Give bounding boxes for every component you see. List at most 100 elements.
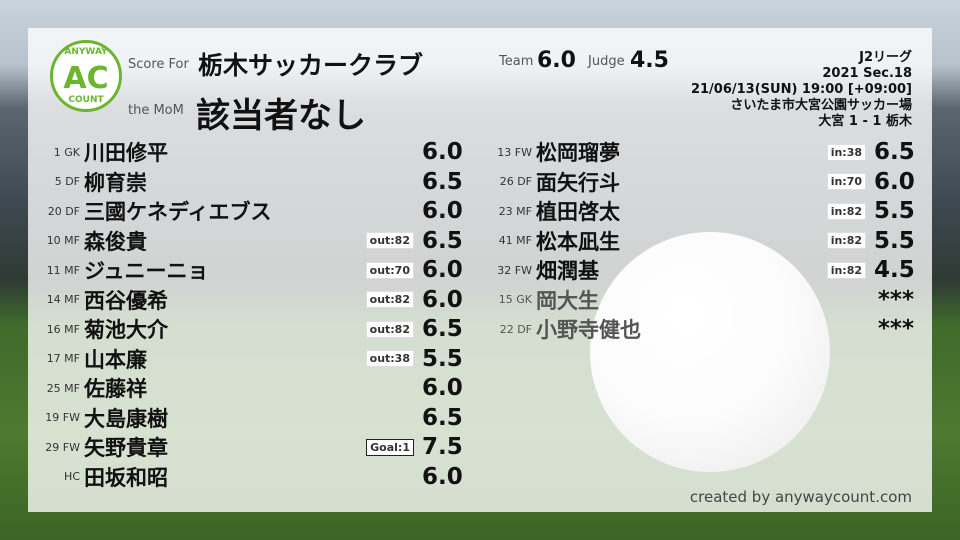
datetime: 21/06/13(SUN) 19:00 [+09:00] (690, 82, 912, 97)
player-number-position: 14 MF (46, 293, 80, 306)
player-score: 6.0 (422, 286, 463, 313)
player-row: 10 MF 森俊貴 out:82 6.5 (28, 227, 463, 255)
player-number-position: 32 FW (497, 263, 532, 277)
player-name: 面矢行斗 (536, 170, 620, 195)
player-name: 柳育崇 (84, 170, 147, 195)
player-badge: in:70 (826, 173, 866, 190)
result: 大宮 1 - 1 栃木 (818, 114, 912, 129)
team-label: Team (499, 54, 534, 69)
player-badge: out:82 (365, 291, 414, 308)
mom-name: 該当者なし (196, 96, 366, 136)
player-name: 西谷優希 (84, 288, 168, 313)
score-for-label: Score For (128, 57, 189, 72)
player-name: 森俊貴 (84, 229, 147, 254)
player-name: 松本凪生 (536, 229, 620, 254)
player-row: 5 DF 柳育崇 6.5 (28, 168, 463, 196)
player-row: 13 FW 松岡瑠夢 in:38 6.5 (480, 138, 914, 166)
player-name: 川田修平 (84, 141, 168, 165)
player-number-position: 23 MF (498, 204, 532, 218)
player-score: 6.0 (422, 139, 463, 165)
player-number-position: 15 GK (498, 293, 532, 306)
player-name: 三國ケネディエブス (84, 200, 272, 224)
player-number-position: HC (64, 470, 80, 483)
player-name: 小野寺健也 (536, 318, 641, 342)
player-number-position: 26 DF (499, 175, 532, 188)
match-info: J2リーグ 2021 Sec.18 21/06/13(SUN) 19:00 [+… (691, 50, 912, 130)
player-row: 14 MF 西谷優希 out:82 6.0 (28, 286, 463, 314)
player-score: 6.0 (422, 463, 463, 490)
section: 2021 Sec.18 (822, 66, 912, 81)
player-score: 6.5 (422, 404, 463, 431)
player-score: 6.5 (422, 168, 463, 195)
player-badge: Goal:1 (366, 438, 414, 456)
player-badge: out:70 (365, 261, 414, 279)
player-number-position: 13 FW (497, 145, 532, 159)
player-badge: out:82 (365, 232, 414, 249)
player-name: 大島康樹 (84, 406, 168, 431)
player-number-position: 16 MF (46, 322, 80, 336)
player-row: HC 田坂和昭 6.0 (28, 463, 463, 491)
logo-top-text: ANYWAY (64, 47, 108, 57)
player-row: 20 DF 三國ケネディエブス 6.0 (28, 197, 463, 225)
player-name: ジュニーニョ (84, 259, 209, 283)
score-panel (28, 28, 932, 512)
player-row: 11 MF ジュニーニョ out:70 6.0 (28, 256, 463, 284)
player-row: 16 MF 菊池大介 out:82 6.5 (28, 315, 463, 343)
player-score: 4.5 (874, 257, 915, 283)
player-row: 1 GK 川田修平 6.0 (28, 138, 463, 166)
anywaycount-logo: ANYWAY AC COUNT (50, 40, 122, 112)
player-row: 19 FW 大島康樹 6.5 (28, 404, 462, 432)
player-name: 植田啓太 (536, 200, 620, 224)
player-score: 6.0 (422, 257, 463, 283)
player-badge: in:82 (826, 261, 866, 279)
judge-label: Judge (588, 54, 625, 69)
player-score: 5.5 (874, 227, 915, 254)
player-row: 41 MF 松本凪生 in:82 5.5 (480, 227, 915, 255)
player-score: 5.5 (874, 198, 915, 224)
player-number-position: 29 FW (45, 440, 80, 454)
player-number-position: 41 MF (498, 234, 532, 247)
player-number-position: 1 GK (53, 145, 80, 159)
player-row: 26 DF 面矢行斗 in:70 6.0 (480, 168, 915, 196)
player-score: *** (877, 286, 914, 313)
player-badge: out:38 (365, 350, 414, 367)
logo-mark: AC (63, 61, 109, 96)
league: J2リーグ (859, 50, 912, 65)
player-name: 田坂和昭 (84, 465, 168, 490)
player-row: 29 FW 矢野貴章 Goal:1 7.5 (28, 433, 462, 461)
player-number-position: 22 DF (499, 322, 532, 336)
player-number-position: 19 FW (45, 411, 80, 424)
team-score: 6.0 (537, 48, 576, 73)
judge-score: 4.5 (630, 48, 669, 73)
player-score: 6.0 (874, 168, 915, 195)
player-score: 5.5 (422, 345, 463, 372)
player-name: 岡大生 (536, 288, 599, 313)
player-score: 6.0 (422, 375, 463, 401)
player-number-position: 20 DF (47, 204, 80, 218)
player-name: 矢野貴章 (84, 436, 168, 460)
player-badge: in:82 (826, 232, 866, 249)
player-score: 7.5 (422, 434, 463, 460)
player-row: 15 GK 岡大生 *** (480, 286, 914, 314)
player-row: 23 MF 植田啓太 in:82 5.5 (480, 197, 915, 225)
player-name: 佐藤祥 (84, 377, 147, 401)
player-badge: in:82 (826, 202, 866, 220)
player-name: 山本廉 (84, 347, 147, 372)
player-name: 畑潤基 (536, 259, 599, 283)
player-badge: out:82 (365, 320, 414, 338)
player-number-position: 10 MF (46, 234, 80, 247)
team-name: 栃木サッカークラブ (198, 51, 424, 80)
player-row: 17 MF 山本廉 out:38 5.5 (28, 345, 463, 373)
player-badge: in:38 (826, 143, 866, 161)
venue: さいたま市大宮公園サッカー場 (730, 98, 912, 113)
player-row: 32 FW 畑潤基 in:82 4.5 (480, 256, 914, 284)
credit: created by anywaycount.com (689, 488, 912, 506)
player-row: 25 MF 佐藤祥 6.0 (28, 374, 463, 402)
player-name: 菊池大介 (84, 318, 168, 342)
player-number-position: 11 MF (46, 263, 80, 277)
player-score: 6.5 (874, 139, 915, 165)
player-score: *** (877, 316, 914, 342)
mom-label: the MoM (128, 103, 184, 118)
player-number-position: 17 MF (46, 352, 80, 365)
player-number-position: 25 MF (46, 381, 80, 395)
